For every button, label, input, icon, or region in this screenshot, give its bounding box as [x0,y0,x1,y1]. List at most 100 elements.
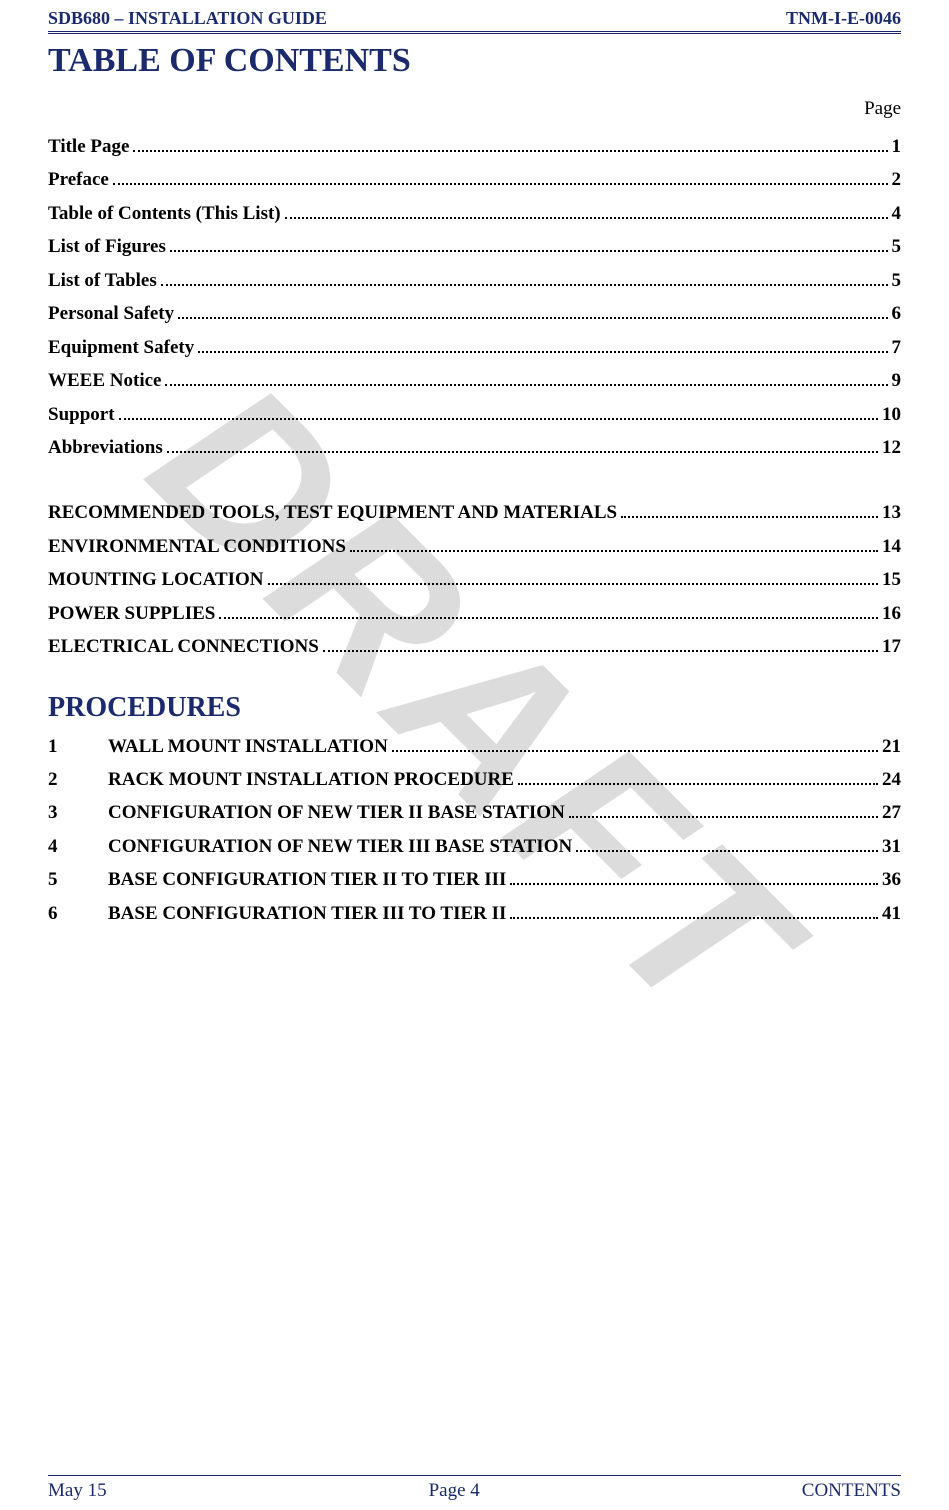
toc-entry-page: 6 [892,299,902,328]
toc-entry-page: 1 [892,132,902,161]
procedure-page: 41 [882,899,901,928]
toc-leader [621,501,878,518]
toc-entry: Personal Safety 6 [48,299,901,328]
toc-entry: List of Tables 5 [48,266,901,295]
procedures-list: 1 WALL MOUNT INSTALLATION 21 2 RACK MOUN… [48,732,901,929]
toc-entry-label: List of Tables [48,266,157,295]
toc-leader [510,902,878,919]
procedure-entry: 5 BASE CONFIGURATION TIER II TO TIER III… [48,865,901,894]
procedure-num: 5 [48,865,108,894]
toc-entry-page: 5 [892,232,902,261]
toc-sections: RECOMMENDED TOOLS, TEST EQUIPMENT AND MA… [48,498,901,661]
toc-entry: Preface 2 [48,165,901,194]
toc-entry: Support 10 [48,400,901,429]
toc-leader [518,768,878,785]
toc-entry-label: POWER SUPPLIES [48,599,215,628]
toc-entry-page: 13 [882,498,901,527]
procedure-label: BASE CONFIGURATION TIER III TO TIER II [108,899,506,928]
procedure-page: 31 [882,832,901,861]
procedure-label: RACK MOUNT INSTALLATION PROCEDURE [108,765,514,794]
procedure-num: 1 [48,732,108,761]
toc-leader [392,734,878,751]
procedure-label: CONFIGURATION OF NEW TIER III BASE STATI… [108,832,572,861]
toc-entry: List of Figures 5 [48,232,901,261]
toc-section-entry: MOUNTING LOCATION 15 [48,565,901,594]
toc-leader [198,335,887,352]
toc-section-entry: RECOMMENDED TOOLS, TEST EQUIPMENT AND MA… [48,498,901,527]
toc-title: TABLE OF CONTENTS [48,42,901,80]
header-right: TNM-I-E-0046 [786,8,901,29]
footer-left: May 15 [48,1480,107,1502]
toc-page-label: Page [48,98,901,120]
toc-entry-label: Personal Safety [48,299,174,328]
toc-leader [569,801,878,818]
toc-leader [285,202,888,219]
toc-entry-label: Abbreviations [48,433,163,462]
procedure-page: 21 [882,732,901,761]
toc-leader [133,135,887,152]
toc-section-entry: ELECTRICAL CONNECTIONS 17 [48,632,901,661]
toc-leader [178,302,887,319]
procedure-entry: 4 CONFIGURATION OF NEW TIER III BASE STA… [48,832,901,861]
procedures-title: PROCEDURES [48,692,901,724]
procedure-entry: 2 RACK MOUNT INSTALLATION PROCEDURE 24 [48,765,901,794]
toc-leader [323,635,878,652]
page-header: SDB680 – INSTALLATION GUIDE TNM-I-E-0046 [48,8,901,31]
page-footer: May 15 Page 4 CONTENTS [48,1475,901,1502]
toc-entry: Title Page 1 [48,132,901,161]
procedure-entry: 3 CONFIGURATION OF NEW TIER II BASE STAT… [48,798,901,827]
procedure-num: 6 [48,899,108,928]
toc-leader [165,369,887,386]
toc-entry: Abbreviations 12 [48,433,901,462]
procedure-num: 4 [48,832,108,861]
toc-entry-page: 14 [882,532,901,561]
procedure-num: 3 [48,798,108,827]
toc-leader [170,235,888,252]
toc-entry-page: 2 [892,165,902,194]
procedure-page: 24 [882,765,901,794]
header-rule [48,31,901,34]
toc-leader [576,835,878,852]
toc-entry-page: 17 [882,632,901,661]
toc-section-entry: POWER SUPPLIES 16 [48,599,901,628]
toc-leader [510,868,878,885]
procedure-page: 27 [882,798,901,827]
footer-center: Page 4 [429,1480,480,1502]
toc-entry-page: 10 [882,400,901,429]
toc-leader [219,602,878,619]
procedure-label: CONFIGURATION OF NEW TIER II BASE STATIO… [108,798,565,827]
toc-entry-label: List of Figures [48,232,166,261]
toc-entry-label: Table of Contents (This List) [48,199,281,228]
toc-entry-page: 5 [892,266,902,295]
toc-entry-label: MOUNTING LOCATION [48,565,264,594]
toc-front-matter: Title Page 1 Preface 2 Table of Contents… [48,132,901,462]
toc-entry-label: Title Page [48,132,129,161]
procedure-entry: 6 BASE CONFIGURATION TIER III TO TIER II… [48,899,901,928]
toc-entry-label: Support [48,400,115,429]
toc-entry-page: 16 [882,599,901,628]
toc-leader [113,168,888,185]
toc-entry: Equipment Safety 7 [48,333,901,362]
procedure-page: 36 [882,865,901,894]
toc-entry-label: WEEE Notice [48,366,161,395]
footer-right: CONTENTS [802,1480,901,1502]
toc-entry-page: 7 [892,333,902,362]
toc-entry-label: Preface [48,165,109,194]
toc-entry-label: Equipment Safety [48,333,194,362]
toc-entry-label: ELECTRICAL CONNECTIONS [48,632,319,661]
toc-entry: Table of Contents (This List) 4 [48,199,901,228]
toc-leader [350,535,878,552]
toc-entry-label: ENVIRONMENTAL CONDITIONS [48,532,346,561]
procedure-num: 2 [48,765,108,794]
procedure-label: BASE CONFIGURATION TIER II TO TIER III [108,865,506,894]
toc-section-entry: ENVIRONMENTAL CONDITIONS 14 [48,532,901,561]
toc-leader [268,568,878,585]
toc-entry-page: 4 [892,199,902,228]
header-left: SDB680 – INSTALLATION GUIDE [48,8,327,29]
toc-leader [161,269,888,286]
procedure-entry: 1 WALL MOUNT INSTALLATION 21 [48,732,901,761]
toc-entry-page: 9 [892,366,902,395]
footer-rule [48,1475,901,1476]
toc-leader [119,402,878,419]
toc-entry-page: 15 [882,565,901,594]
